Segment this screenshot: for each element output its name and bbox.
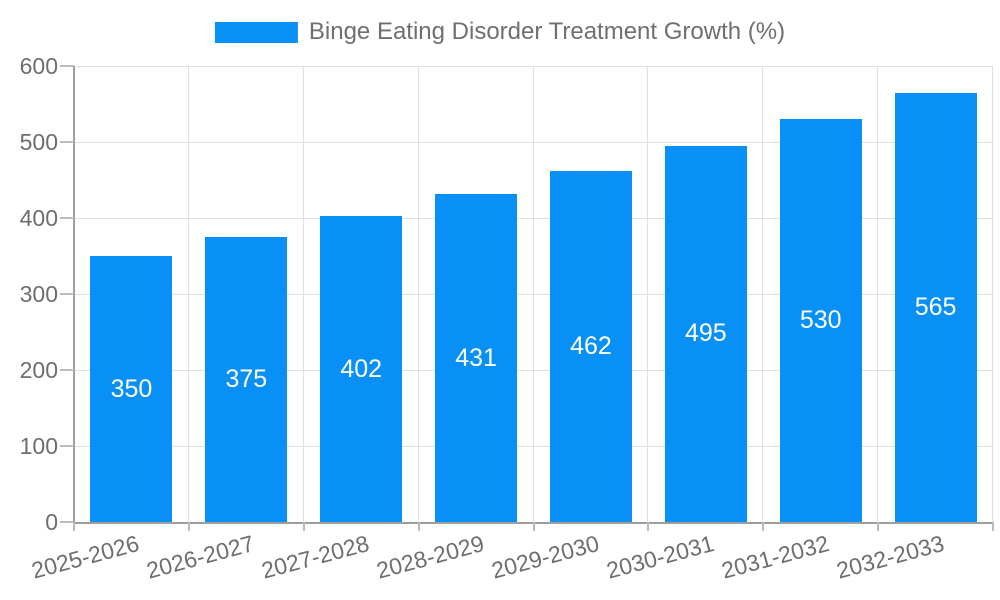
legend-item[interactable]: Binge Eating Disorder Treatment Growth (… [214, 18, 786, 46]
bar-value-label: 462 [570, 331, 612, 360]
gridline-v [762, 66, 763, 522]
x-tick [187, 522, 190, 531]
x-tick [302, 522, 305, 531]
y-tick [60, 65, 74, 67]
gridline-v [533, 66, 534, 522]
y-tick [60, 217, 74, 219]
x-axis-label: 2025-2026 [29, 530, 143, 584]
x-axis-label: 2032-2033 [833, 530, 947, 584]
bar[interactable]: 402 [320, 216, 403, 522]
y-axis-label: 400 [19, 205, 58, 231]
bar-value-label: 350 [110, 374, 153, 403]
bar-value-label: 495 [684, 319, 727, 348]
gridline-v [188, 66, 189, 522]
y-axis-label: 600 [19, 53, 58, 79]
x-axis-label: 2031-2032 [718, 530, 832, 584]
legend-label: Binge Eating Disorder Treatment Growth (… [308, 18, 786, 45]
x-tick [647, 522, 650, 531]
x-tick [877, 522, 880, 531]
bar[interactable]: 565 [894, 92, 977, 522]
x-tick [762, 522, 765, 531]
y-tick [60, 445, 74, 447]
bar-value-label: 402 [340, 354, 383, 383]
y-axis-label: 200 [19, 357, 58, 383]
x-axis-label: 2028-2029 [373, 530, 487, 584]
bar-value-label: 530 [799, 306, 842, 335]
bar-value-label: 565 [914, 292, 957, 321]
bar-value-label: 375 [225, 365, 268, 393]
x-tick [532, 522, 535, 531]
y-axis-line [73, 66, 75, 522]
x-axis-label: 2026-2027 [144, 530, 258, 584]
gridline-v [992, 66, 993, 522]
x-tick [992, 522, 994, 531]
gridline-v [303, 66, 304, 522]
plot-area: 350 375 402 431 462 495 530 565 [73, 65, 994, 524]
y-tick [60, 521, 74, 523]
bar[interactable]: 462 [549, 170, 632, 522]
gridline-v [647, 66, 648, 522]
gridline-v [418, 66, 419, 522]
bar[interactable]: 431 [435, 194, 518, 522]
x-axis-label-layer: 2025-2026 2026-2027 2027-2028 2028-2029 2029… [29, 530, 993, 600]
x-axis-label: 2029-2030 [488, 530, 602, 584]
y-axis-label: 100 [19, 433, 58, 459]
bar[interactable]: 375 [205, 237, 288, 522]
y-tick [60, 293, 74, 295]
legend-swatch [214, 21, 298, 43]
y-axis-label: 300 [19, 281, 58, 307]
bar[interactable]: 495 [664, 145, 747, 522]
x-tick [73, 522, 75, 531]
x-axis-label: 2027-2028 [258, 530, 372, 584]
y-axis-label: 0 [45, 509, 58, 535]
gridline-v [877, 66, 878, 522]
y-tick [60, 369, 74, 371]
y-tick [60, 141, 74, 143]
bar-value-label: 431 [455, 343, 497, 372]
x-axis-label: 2030-2031 [603, 530, 717, 584]
bar[interactable]: 350 [90, 256, 173, 522]
y-axis-label: 500 [19, 129, 58, 155]
x-tick [417, 522, 420, 531]
bar[interactable]: 530 [779, 119, 862, 522]
